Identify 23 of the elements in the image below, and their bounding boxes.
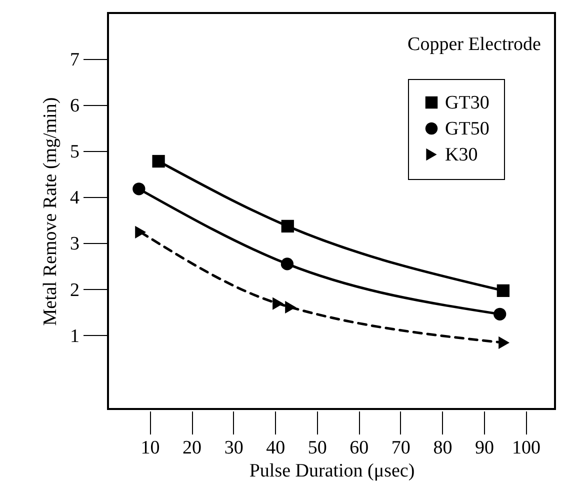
x-tick-label: 10	[140, 438, 160, 458]
x-tick-label: 50	[308, 438, 327, 458]
legend-label: GT50	[445, 118, 490, 140]
y-tick-label: 7	[70, 50, 80, 71]
annotation: Copper Electrode	[408, 34, 541, 55]
x-tick-label: 80	[433, 438, 452, 458]
y-axis-title: Metal Remove Rate (mg/min)	[40, 97, 61, 326]
x-tick-label: 90	[474, 438, 494, 458]
x-tick-label: 60	[350, 438, 369, 458]
legend-label: GT30	[445, 92, 490, 114]
x-tick-label: 70	[391, 438, 410, 458]
x-tick-label: 100	[512, 438, 541, 458]
y-tick-label: 2	[70, 280, 80, 301]
y-tick-label: 6	[70, 96, 80, 117]
x-tick-label: 30	[224, 438, 244, 458]
x-tick-label: 20	[182, 438, 202, 458]
x-axis-title: Pulse Duration (μsec)	[249, 460, 415, 482]
y-tick-label: 5	[70, 142, 80, 163]
legend-label: K30	[445, 144, 478, 166]
x-tick-label: 40	[266, 438, 286, 458]
y-tick-label: 3	[70, 234, 80, 255]
y-tick-label: 1	[70, 326, 80, 347]
y-tick-label: 4	[70, 188, 80, 209]
